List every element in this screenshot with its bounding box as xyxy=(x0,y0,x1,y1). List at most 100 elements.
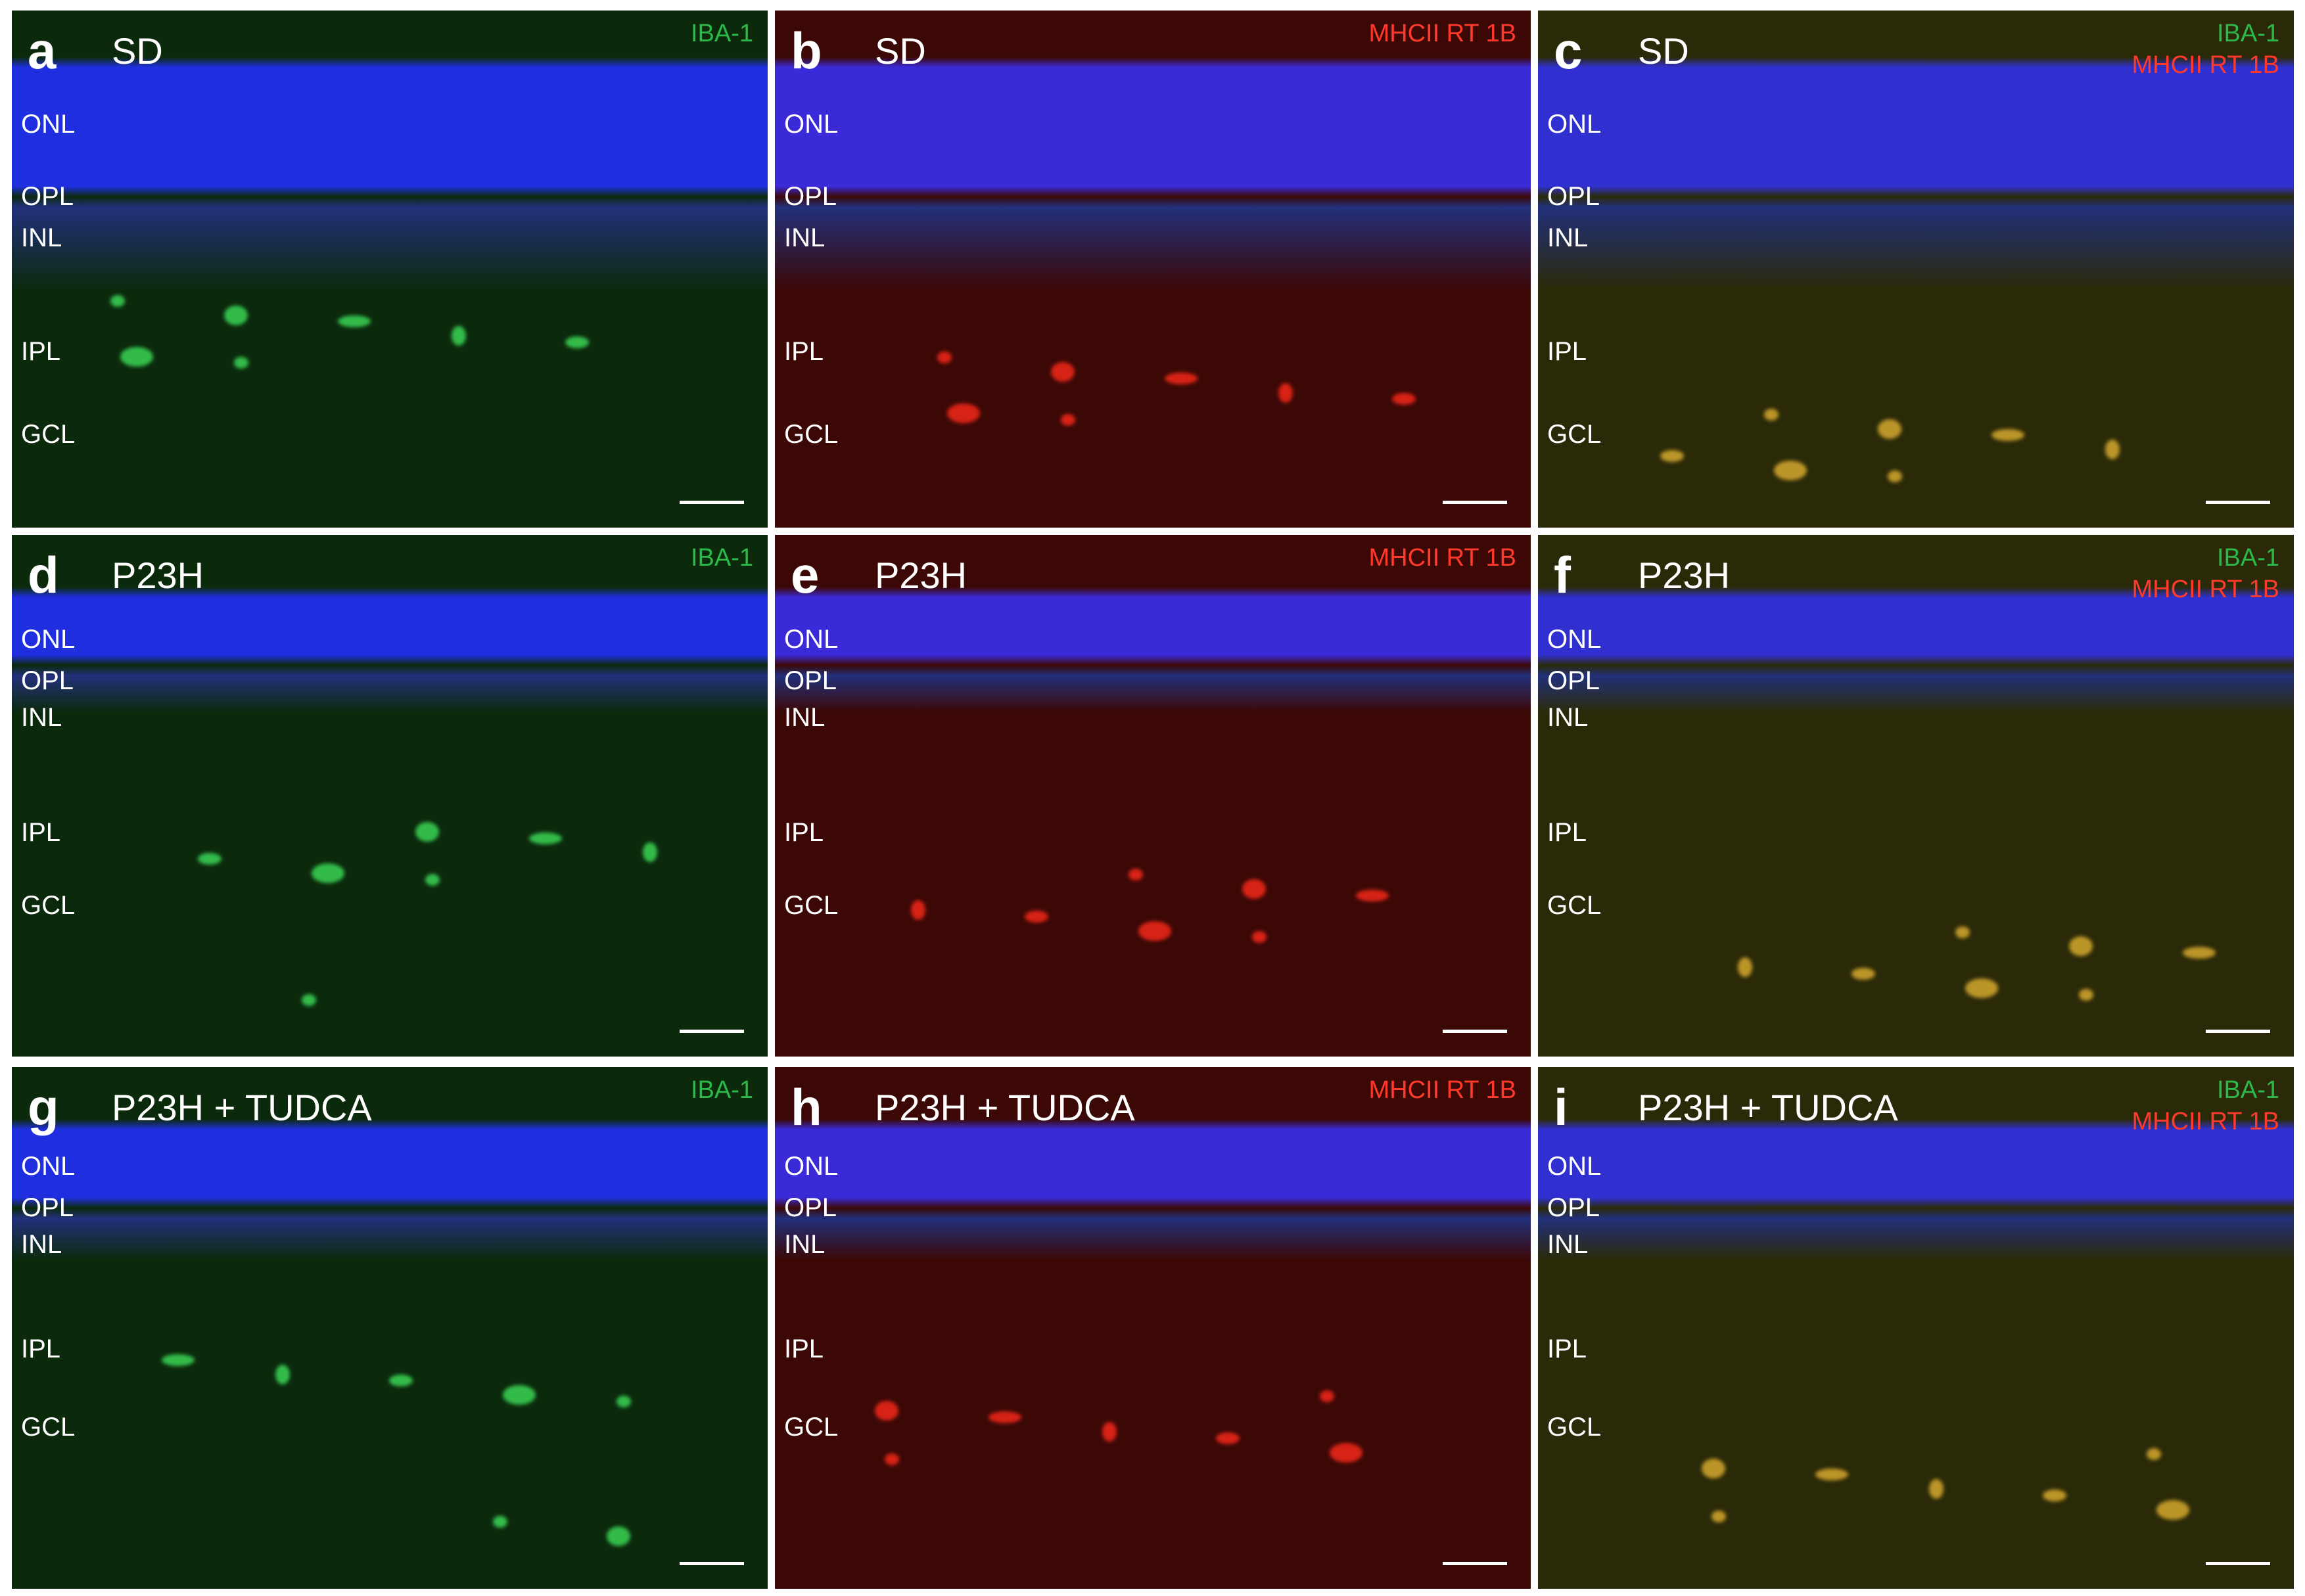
cell xyxy=(389,1375,413,1387)
layer-label: IPL xyxy=(784,337,824,367)
cell xyxy=(885,1453,899,1465)
cell xyxy=(234,357,248,369)
cell xyxy=(2147,1448,2161,1460)
cell xyxy=(2156,1500,2189,1520)
micrograph-panel: a SD IBA-1 ONL OPL INL IPL GCL xyxy=(12,11,768,528)
layer-label: IPL xyxy=(21,1334,61,1363)
cell xyxy=(110,294,125,307)
cell xyxy=(1929,1479,1944,1499)
micrograph-panel: d P23H IBA-1 ONL OPL INL IPL GCL xyxy=(12,535,768,1057)
layer-label: GCL xyxy=(1547,1412,1602,1442)
cell xyxy=(1955,926,1970,938)
scale-bar xyxy=(1443,1030,1507,1033)
layer-label: IPL xyxy=(1547,337,1587,367)
layer-label: ONL xyxy=(784,110,839,139)
panel-letter: h xyxy=(791,1078,822,1136)
layer-label: GCL xyxy=(1547,890,1602,920)
condition-label: P23H xyxy=(1638,555,1731,596)
condition-label: SD xyxy=(112,30,163,72)
cell xyxy=(1356,889,1389,901)
layer-label: INL xyxy=(784,223,826,253)
cell xyxy=(1330,1442,1362,1463)
cell xyxy=(1965,978,1998,998)
layer-label: IPL xyxy=(21,817,61,847)
cell xyxy=(937,352,952,364)
layer-label: INL xyxy=(784,1229,826,1259)
cell xyxy=(198,853,221,865)
condition-label: P23H xyxy=(875,555,967,596)
layer-label: OPL xyxy=(784,182,837,212)
micrograph-panel: e P23H MHCII RT 1B ONL OPL INL IPL GCL xyxy=(775,535,1531,1057)
panel-letter: i xyxy=(1554,1078,1568,1136)
layer-label: INL xyxy=(784,702,826,732)
micrograph-panel: f P23H IBA-1 MHCII RT 1B ONL OPL INL IPL GCL xyxy=(1538,535,2294,1057)
cell xyxy=(415,821,439,842)
cell xyxy=(452,326,466,346)
layer-label: OPL xyxy=(21,666,74,696)
condition-label: P23H xyxy=(112,555,204,596)
scale-bar xyxy=(680,1562,744,1565)
cell xyxy=(1216,1432,1240,1444)
cell xyxy=(2079,988,2093,1001)
marker-label: MHCII RT 1B xyxy=(1368,20,1516,47)
cell xyxy=(989,1411,1021,1424)
scale-bar xyxy=(2206,1030,2270,1033)
cell xyxy=(911,900,925,920)
layer-label: OPL xyxy=(784,666,837,696)
cell xyxy=(1738,957,1752,978)
cell xyxy=(493,1515,507,1528)
layer-label: INL xyxy=(1547,702,1589,732)
cell xyxy=(1242,879,1266,900)
scale-bar xyxy=(2206,501,2270,504)
layer-label: GCL xyxy=(784,890,839,920)
cell xyxy=(503,1385,536,1405)
marker-label: IBA-1 xyxy=(690,544,753,572)
panel-letter: g xyxy=(28,1078,59,1136)
cell xyxy=(120,346,153,367)
layer-label: ONL xyxy=(21,624,76,654)
layer-label: GCL xyxy=(1547,420,1602,449)
cell xyxy=(1102,1421,1117,1442)
layer-label: IPL xyxy=(1547,817,1587,847)
layer-label: IPL xyxy=(784,817,824,847)
cell xyxy=(302,993,316,1006)
layer-label: INL xyxy=(21,702,62,732)
marker-label: IBA-1 xyxy=(690,1076,753,1104)
condition-label: SD xyxy=(875,30,926,72)
condition-label: P23H + TUDCA xyxy=(875,1087,1135,1128)
layer-label: GCL xyxy=(21,420,76,449)
cell xyxy=(617,1396,631,1408)
layer-label: ONL xyxy=(784,624,839,654)
cell xyxy=(643,842,657,863)
layer-label: ONL xyxy=(21,1151,76,1181)
layer-label: OPL xyxy=(21,182,74,212)
layer-label: ONL xyxy=(21,110,76,139)
cell xyxy=(162,1354,195,1366)
layer-label: ONL xyxy=(784,1151,839,1181)
marker-label: IBA-1 xyxy=(690,20,753,47)
cell xyxy=(338,315,371,328)
panel-letter: f xyxy=(1554,546,1571,604)
micrograph-panel: i P23H + TUDCA IBA-1 MHCII RT 1B ONL OPL INL IP… xyxy=(1538,1067,2294,1589)
scale-bar xyxy=(1443,1562,1507,1565)
cell xyxy=(1888,470,1902,483)
cell xyxy=(312,863,344,884)
layer-label: OPL xyxy=(1547,1193,1600,1223)
cell xyxy=(2183,947,2216,959)
micrograph-panel: c SD IBA-1 MHCII RT 1B ONL OPL INL IPL GCL xyxy=(1538,11,2294,528)
panel-letter: d xyxy=(28,546,59,604)
layer-label: GCL xyxy=(784,1412,839,1442)
cell xyxy=(1278,382,1293,403)
panel-letter: b xyxy=(791,22,822,80)
layer-label: ONL xyxy=(1547,1151,1602,1181)
cell xyxy=(1702,1458,1725,1478)
cell xyxy=(1991,429,2024,442)
layer-label: IPL xyxy=(21,337,61,367)
cell xyxy=(1025,910,1048,923)
condition-label: P23H + TUDCA xyxy=(112,1087,372,1128)
marker-label: MHCII RT 1B xyxy=(2131,576,2279,603)
layer-label: OPL xyxy=(1547,182,1600,212)
layer-label: IPL xyxy=(784,1334,824,1363)
cell xyxy=(1051,362,1075,382)
